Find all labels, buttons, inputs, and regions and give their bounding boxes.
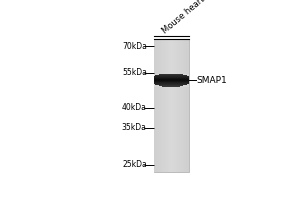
Bar (154, 77, 189, 78)
Bar (179, 39, 180, 172)
Text: Mouse heart: Mouse heart (161, 0, 207, 36)
Bar (163, 39, 164, 172)
Bar (171, 39, 172, 172)
Bar (187, 84, 189, 85)
Bar (180, 86, 189, 87)
Bar (154, 39, 155, 172)
Bar (154, 78, 189, 79)
Text: SMAP1: SMAP1 (197, 76, 227, 85)
Bar (183, 74, 189, 75)
Bar (169, 39, 170, 172)
Bar (187, 75, 189, 76)
Bar (154, 83, 189, 84)
Bar (154, 82, 189, 83)
Bar (183, 85, 189, 86)
Bar (156, 39, 157, 172)
Bar (187, 39, 188, 172)
Bar (154, 79, 189, 80)
Bar (169, 39, 170, 172)
Bar (165, 39, 166, 172)
Bar (154, 74, 159, 75)
Bar (176, 39, 177, 172)
Bar (154, 86, 189, 87)
Bar (157, 39, 158, 172)
Bar (173, 39, 174, 172)
Bar (154, 81, 189, 82)
Bar (170, 39, 171, 172)
Bar (154, 85, 189, 86)
Bar (183, 39, 184, 172)
Bar (185, 39, 186, 172)
Bar (166, 39, 167, 172)
Bar (186, 39, 187, 172)
Text: 70kDa: 70kDa (122, 42, 147, 51)
Bar (177, 39, 178, 172)
Bar (178, 39, 179, 172)
Bar (174, 39, 175, 172)
Text: 55kDa: 55kDa (122, 68, 147, 77)
Bar (175, 39, 176, 172)
Bar (158, 39, 159, 172)
Text: 35kDa: 35kDa (122, 123, 147, 132)
Bar (184, 39, 185, 172)
Bar (154, 84, 155, 85)
Bar (154, 75, 189, 76)
Text: 40kDa: 40kDa (122, 103, 147, 112)
Bar (168, 39, 169, 172)
Bar (154, 84, 189, 85)
Bar (154, 85, 159, 86)
Bar (155, 39, 156, 172)
Bar (188, 39, 189, 172)
Text: 25kDa: 25kDa (122, 160, 147, 169)
Bar (159, 39, 160, 172)
Bar (154, 75, 155, 76)
Bar (154, 39, 189, 172)
Bar (154, 76, 189, 77)
Bar (161, 39, 162, 172)
Bar (167, 39, 168, 172)
Bar (154, 86, 162, 87)
Bar (160, 39, 161, 172)
Bar (172, 39, 173, 172)
Bar (182, 39, 183, 172)
Bar (162, 39, 163, 172)
Bar (164, 39, 165, 172)
Bar (180, 39, 181, 172)
Bar (181, 39, 182, 172)
Bar (154, 80, 189, 81)
Bar (154, 74, 189, 75)
